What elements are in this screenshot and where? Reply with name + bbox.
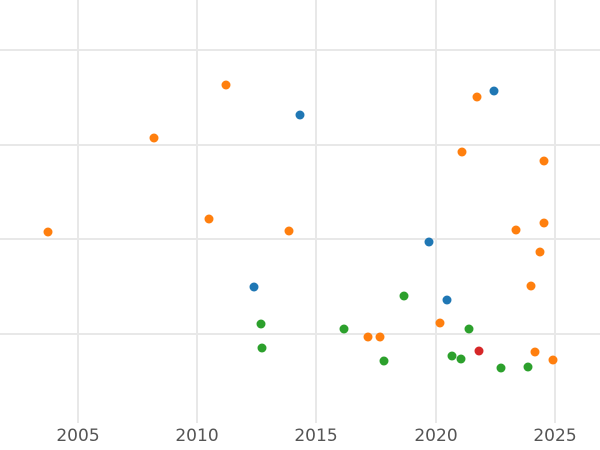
vertical-gridline: [315, 0, 317, 423]
scatter-point-green: [496, 363, 506, 373]
scatter-point-blue: [442, 295, 452, 305]
x-tick-label: 2005: [56, 426, 100, 446]
scatter-point-green: [464, 324, 474, 334]
scatter-point-orange: [43, 227, 53, 237]
vertical-gridline: [196, 0, 198, 423]
vertical-gridline: [435, 0, 437, 423]
scatter-point-green: [523, 362, 533, 372]
scatter-point-orange: [221, 80, 231, 90]
scatter-point-orange: [149, 133, 159, 143]
horizontal-gridline: [0, 144, 600, 146]
scatter-point-blue: [424, 237, 434, 247]
x-tick-label: 2025: [533, 426, 577, 446]
x-tick-label: 2020: [414, 426, 458, 446]
vertical-gridline: [77, 0, 79, 423]
scatter-point-red: [474, 346, 484, 356]
horizontal-gridline: [0, 238, 600, 240]
horizontal-gridline: [0, 49, 600, 51]
horizontal-gridline: [0, 333, 600, 335]
scatter-point-green: [339, 324, 349, 334]
scatter-point-green: [447, 351, 457, 361]
scatter-point-green: [456, 354, 466, 364]
scatter-point-orange: [284, 226, 294, 236]
scatter-point-orange: [204, 214, 214, 224]
scatter-point-orange: [548, 355, 558, 365]
scatter-point-orange: [457, 147, 467, 157]
scatter-point-green: [379, 356, 389, 366]
scatter-point-green: [399, 291, 409, 301]
scatter-point-orange: [539, 156, 549, 166]
scatter-point-blue: [295, 110, 305, 120]
scatter-point-green: [257, 343, 267, 353]
scatter-point-orange: [535, 247, 545, 257]
scatter-point-orange: [363, 332, 373, 342]
scatter-point-green: [256, 319, 266, 329]
x-tick-label: 2010: [175, 426, 219, 446]
scatter-point-orange: [526, 281, 536, 291]
scatter-point-orange: [530, 347, 540, 357]
scatter-point-orange: [375, 332, 385, 342]
scatter-point-blue: [249, 282, 259, 292]
scatter-point-orange: [472, 92, 482, 102]
scatter-point-orange: [539, 218, 549, 228]
scatter-point-orange: [435, 318, 445, 328]
scatter-point-blue: [489, 86, 499, 96]
x-tick-label: 2015: [294, 426, 338, 446]
scatter-point-orange: [511, 225, 521, 235]
